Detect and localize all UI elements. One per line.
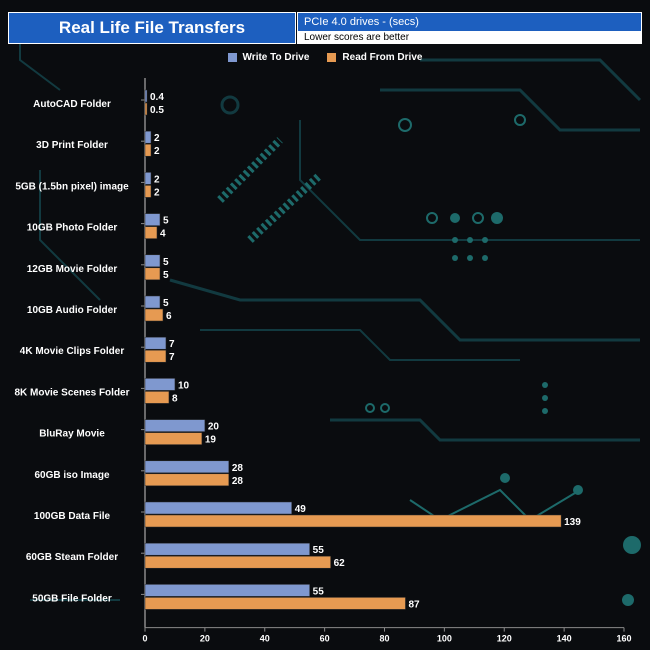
legend-swatch-write (227, 53, 237, 62)
bar-read (144, 267, 161, 281)
chart-title-box: Real Life File Transfers (8, 12, 296, 44)
bar-write (144, 130, 152, 144)
legend-swatch-read (327, 53, 337, 62)
x-tick-label: 140 (557, 634, 572, 644)
bar-read (144, 391, 170, 404)
bar-read (144, 102, 148, 116)
bar-read (144, 597, 406, 610)
legend-label-read: Read From Drive (342, 52, 423, 63)
category-label: AutoCAD Folder (33, 99, 111, 110)
category-label: 10GB Audio Folder (27, 305, 117, 316)
data-label: 28 (232, 463, 244, 474)
data-label: 8 (172, 393, 178, 404)
data-label: 55 (313, 586, 325, 597)
bar-write (144, 419, 206, 432)
bar-write (144, 460, 230, 474)
bar-read (144, 185, 152, 198)
bar-write (144, 378, 176, 391)
data-label: 49 (295, 504, 307, 515)
data-label: 2 (154, 133, 160, 144)
data-label: 19 (205, 435, 217, 446)
x-tick-label: 160 (616, 634, 631, 644)
bar-write (144, 89, 148, 103)
legend-item-read: Read From Drive (327, 52, 422, 63)
x-tick-label: 40 (260, 634, 270, 644)
legend-label-write: Write To Drive (242, 52, 310, 63)
legend: Write To Drive Read From Drive (0, 52, 650, 63)
category-label: BluRay Movie (39, 429, 105, 440)
category-label: 50GB File Folder (32, 593, 112, 604)
data-label: 28 (232, 476, 244, 487)
category-label: 100GB Data File (34, 511, 111, 522)
bar-write (144, 542, 310, 556)
chart-title: Real Life File Transfers (58, 18, 246, 37)
category-label: 60GB Steam Folder (26, 552, 118, 563)
data-label: 0.4 (150, 92, 164, 103)
data-label: 139 (564, 517, 581, 528)
data-label: 2 (154, 174, 160, 185)
category-label: 60GB iso Image (34, 470, 109, 481)
category-label: 4K Movie Clips Folder (20, 346, 125, 357)
data-label: 7 (169, 352, 175, 363)
chart-subtitle: PCIe 4.0 drives - (secs) (298, 13, 641, 32)
category-label: 3D Print Folder (36, 140, 108, 151)
bar-write (144, 336, 167, 350)
bar-read (144, 349, 167, 363)
data-label: 0.5 (150, 105, 164, 116)
data-label: 4 (160, 229, 166, 240)
x-tick-label: 120 (497, 634, 512, 644)
data-label: 7 (169, 339, 175, 350)
data-label: 5 (163, 270, 169, 281)
data-label: 5 (163, 216, 169, 227)
data-label: 87 (408, 599, 420, 610)
bar-read (144, 143, 152, 157)
bar-write (144, 213, 161, 226)
x-tick-label: 80 (379, 634, 389, 644)
bar-read (144, 432, 203, 445)
bar-write (144, 172, 152, 185)
data-label: 6 (166, 311, 172, 322)
chart-note: Lower scores are better (298, 32, 641, 44)
x-tick-label: 60 (320, 634, 330, 644)
category-label: 8K Movie Scenes Folder (14, 387, 129, 398)
bar-write (144, 254, 161, 268)
circuit-background (19, 20, 642, 606)
category-label: 5GB (1.5bn pixel) image (15, 181, 129, 192)
bar-read (144, 555, 331, 569)
bar-write (144, 295, 161, 309)
x-tick-label: 100 (437, 634, 452, 644)
data-label: 20 (208, 422, 220, 433)
bar-write (144, 584, 310, 597)
x-tick-label: 20 (200, 634, 210, 644)
legend-item-write: Write To Drive (227, 52, 310, 63)
bar-write (144, 501, 292, 515)
plot-area: 0 20 40 60 80 100 120 140 160 AutoCAD Folder 0.4 0.… (14, 78, 632, 644)
bar-read (144, 473, 230, 487)
bar-read (144, 308, 164, 322)
bar-read (144, 226, 158, 239)
data-label: 55 (313, 545, 325, 556)
data-label: 2 (154, 146, 160, 157)
data-label: 5 (163, 298, 169, 309)
data-label: 10 (178, 380, 190, 391)
x-tick-label: 0 (142, 634, 147, 644)
data-label: 2 (154, 187, 160, 198)
data-label: 62 (334, 558, 346, 569)
data-label: 5 (163, 257, 169, 268)
subtitle-box: PCIe 4.0 drives - (secs) Lower scores ar… (297, 12, 642, 44)
category-label: 10GB Photo Folder (27, 223, 118, 234)
bar-read (144, 514, 562, 528)
category-label: 12GB Movie Folder (27, 264, 118, 275)
